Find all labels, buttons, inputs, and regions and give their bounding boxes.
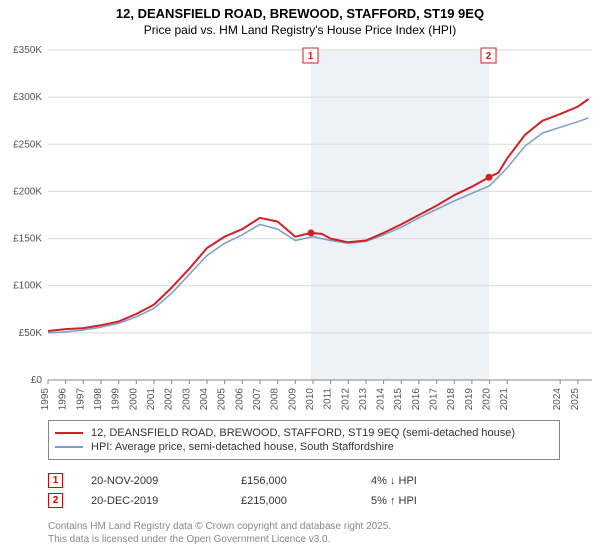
svg-text:£200K: £200K [13,186,42,197]
svg-text:2014: 2014 [376,388,387,411]
legend-row: HPI: Average price, semi-detached house,… [55,441,553,453]
svg-text:2024: 2024 [552,388,563,411]
svg-text:1995: 1995 [40,388,51,411]
marker-date-1: 20-NOV-2009 [91,475,241,487]
legend-swatch-1 [55,446,83,448]
svg-text:1998: 1998 [93,388,104,411]
svg-text:2015: 2015 [393,388,404,411]
chart: £0 £50K £100K £150K £200K £250K £300K £350K 1995… [0,42,600,412]
svg-text:£50K: £50K [19,328,43,339]
chart-svg: £0 £50K £100K £150K £200K £250K £300K £350K 1995… [0,42,600,412]
legend: 12, DEANSFIELD ROAD, BREWOOD, STAFFORD, … [48,420,560,460]
svg-text:2019: 2019 [464,388,475,411]
svg-text:£300K: £300K [13,92,42,103]
svg-text:2006: 2006 [234,388,245,411]
svg-text:2007: 2007 [252,388,263,411]
svg-text:2025: 2025 [570,388,581,411]
marker-badge-1: 1 [48,473,63,488]
svg-text:2012: 2012 [340,388,351,411]
titles: 12, DEANSFIELD ROAD, BREWOOD, STAFFORD, … [0,0,600,37]
svg-text:2008: 2008 [270,388,281,411]
marker-row: 1 20-NOV-2009 £156,000 4% ↓ HPI [48,473,560,488]
svg-text:2003: 2003 [181,388,192,411]
svg-text:2013: 2013 [358,388,369,411]
svg-text:2000: 2000 [128,388,139,411]
footer-line2: This data is licensed under the Open Gov… [48,533,391,546]
svg-text:2016: 2016 [411,388,422,411]
svg-text:1999: 1999 [111,388,122,411]
legend-label-0: 12, DEANSFIELD ROAD, BREWOOD, STAFFORD, … [91,427,515,439]
footer: Contains HM Land Registry data © Crown c… [48,520,391,546]
svg-text:2005: 2005 [217,388,228,411]
chart-page: 12, DEANSFIELD ROAD, BREWOOD, STAFFORD, … [0,0,600,560]
title-line1: 12, DEANSFIELD ROAD, BREWOOD, STAFFORD, … [0,6,600,21]
svg-text:2020: 2020 [482,388,493,411]
marker-price-2: £215,000 [241,495,371,507]
svg-text:2018: 2018 [446,388,457,411]
svg-text:2001: 2001 [146,388,157,411]
marker-badge-2: 2 [48,493,63,508]
svg-text:2017: 2017 [429,388,440,411]
footer-line1: Contains HM Land Registry data © Crown c… [48,520,391,533]
svg-text:2021: 2021 [499,388,510,411]
svg-text:£150K: £150K [13,234,42,245]
svg-text:£250K: £250K [13,139,42,150]
marker-table: 1 20-NOV-2009 £156,000 4% ↓ HPI 2 20-DEC… [48,468,560,513]
svg-text:2011: 2011 [323,388,334,410]
marker-price-1: £156,000 [241,475,371,487]
legend-row: 12, DEANSFIELD ROAD, BREWOOD, STAFFORD, … [55,427,553,439]
svg-text:£0: £0 [31,375,43,386]
marker-delta-2: 5% ↑ HPI [371,495,491,507]
marker-row: 2 20-DEC-2019 £215,000 5% ↑ HPI [48,493,560,508]
svg-text:£350K: £350K [13,45,42,56]
legend-swatch-0 [55,432,83,434]
legend-label-1: HPI: Average price, semi-detached house,… [91,441,394,453]
svg-text:2004: 2004 [199,388,210,411]
svg-text:2010: 2010 [305,388,316,411]
marker-delta-1: 4% ↓ HPI [371,475,491,487]
svg-text:1997: 1997 [75,388,86,411]
title-line2: Price paid vs. HM Land Registry's House … [0,23,600,37]
svg-text:2009: 2009 [287,388,298,411]
svg-text:1996: 1996 [58,388,69,411]
marker-date-2: 20-DEC-2019 [91,495,241,507]
svg-text:2002: 2002 [164,388,175,411]
svg-text:£100K: £100K [13,281,42,292]
